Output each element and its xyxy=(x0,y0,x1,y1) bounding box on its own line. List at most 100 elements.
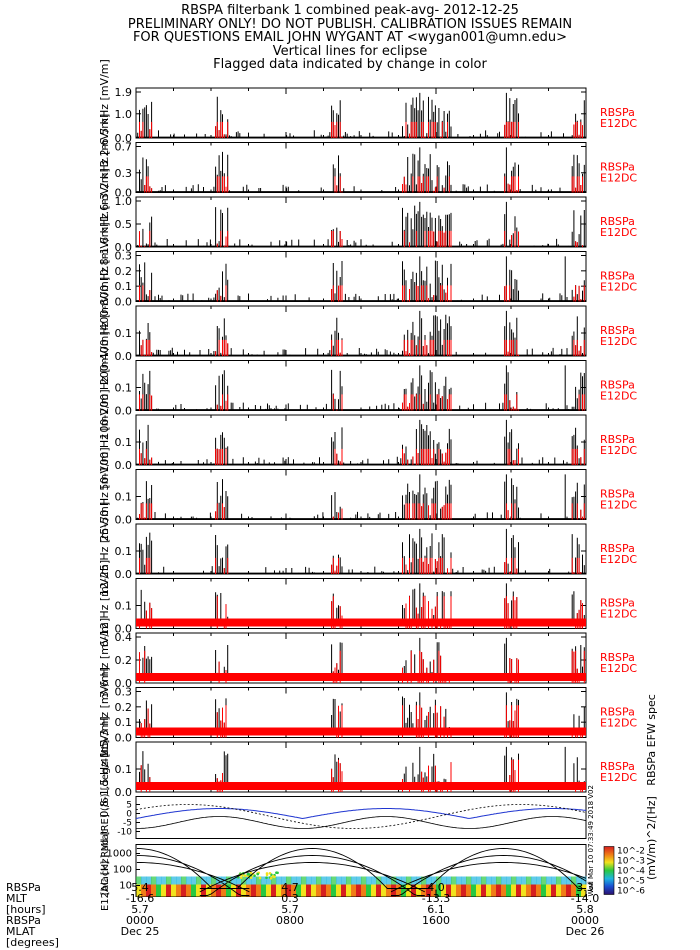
spectrogram-cell xyxy=(366,884,372,897)
spectrogram-cell xyxy=(361,884,367,897)
spectrogram-cell xyxy=(196,884,202,897)
spectrogram-cell xyxy=(486,876,492,885)
spectrogram-cell xyxy=(246,884,252,897)
orbit-tick-label: 0 xyxy=(126,810,132,820)
colorbar-tick-label: 10^-5 xyxy=(617,877,645,887)
spectrogram-cell xyxy=(411,876,417,885)
spectrogram-cell xyxy=(401,876,407,885)
y-tick-label: 0.0 xyxy=(115,132,133,145)
series-label: E12DC xyxy=(600,662,637,675)
y-tick-label: 0.3 xyxy=(115,686,133,699)
series-label: E12DC xyxy=(600,771,637,784)
spectrogram-cell xyxy=(451,884,457,897)
spectrogram-cell xyxy=(166,876,172,885)
spectrogram-cell xyxy=(261,876,267,885)
spectrogram-cell xyxy=(146,884,152,897)
spectrogram-cell xyxy=(291,884,297,897)
spectrogram-cell xyxy=(466,884,472,897)
y-tick-label: 1.9 xyxy=(115,86,133,99)
spectrogram-cell xyxy=(326,884,332,897)
spectrogram-cell xyxy=(451,876,457,885)
spectrogram-cell xyxy=(301,876,307,885)
spectrogram-cell xyxy=(551,876,557,885)
spectrogram-cell xyxy=(371,876,377,885)
spectrogram-cell xyxy=(251,876,257,885)
y-axis-label: 100-200 Hz [mV/m] xyxy=(98,331,111,439)
orbit-tick-label: -10 xyxy=(117,828,132,838)
spectrogram-cell xyxy=(531,876,537,885)
spectrogram-point xyxy=(249,871,253,875)
colorbar-tick-label: 10^-3 xyxy=(617,857,645,867)
spectrogram-cell xyxy=(281,884,287,897)
spectrogram-cell xyxy=(226,884,232,897)
spectrogram-cell xyxy=(491,876,497,885)
y-axis-label: 1.6-3.2 kHz [mV/m] xyxy=(98,114,111,222)
spectrogram-cell xyxy=(226,876,232,885)
colorbar-tick-label: 10^-6 xyxy=(617,887,645,897)
y-tick-label: 0.0 xyxy=(115,732,133,745)
spectrogram-cell xyxy=(261,884,267,897)
spectrogram-cell xyxy=(556,884,562,897)
spectrogram-point xyxy=(243,874,247,878)
spectrogram-cell xyxy=(231,876,237,885)
y-tick-label: 0.1 xyxy=(115,716,133,729)
spectrogram-cell xyxy=(581,876,587,885)
y-tick-label: 0.0 xyxy=(115,786,133,799)
flagged-trace xyxy=(139,121,583,138)
spectrogram-cell xyxy=(331,876,337,885)
spectrogram-cell xyxy=(521,876,527,885)
orbit-tick-label: -5 xyxy=(123,819,132,829)
spectrogram-cell xyxy=(551,884,557,897)
eph-label-rbspa: RBSPa xyxy=(6,881,41,894)
eph-mlt-value: -13.3 xyxy=(421,892,451,905)
spectrogram-point xyxy=(271,874,275,878)
eph-time-value: 1600 xyxy=(422,914,450,927)
spectrogram-cell xyxy=(271,876,277,885)
spectrogram-cell xyxy=(136,876,142,885)
title-block: RBSPA filterbank 1 combined peak-avg- 20… xyxy=(0,4,700,72)
series-label: RBSPa xyxy=(600,161,635,174)
spectrogram-cell xyxy=(236,876,242,885)
spectrogram-cell xyxy=(196,876,202,885)
spectrogram-point xyxy=(269,876,273,880)
spectrogram-cell xyxy=(186,876,192,885)
title-line-1: RBSPA filterbank 1 combined peak-avg- 20… xyxy=(181,3,519,18)
spectrogram-tick-label: 100 xyxy=(113,865,132,876)
spectrogram-cell xyxy=(311,876,317,885)
spectrogram-point xyxy=(265,873,269,877)
spectrogram-cell xyxy=(341,876,347,885)
series-label: E12DC xyxy=(600,226,637,239)
spectrogram-cell xyxy=(346,876,352,885)
spectrogram-cell xyxy=(296,876,302,885)
y-tick-label: 0.1 xyxy=(115,382,133,395)
y-tick-label: 0.0 xyxy=(115,405,133,418)
y-tick-label: 0.2 xyxy=(115,654,133,667)
series-label: E12DC xyxy=(600,608,637,621)
eph-l-value: 5.4 xyxy=(131,881,149,894)
spectrogram-cell xyxy=(421,884,427,897)
spectrogram-cell xyxy=(256,876,262,885)
flagged-trace xyxy=(139,557,582,574)
panel-frame xyxy=(135,360,587,411)
orbit-panel-frame xyxy=(135,796,587,839)
spectrogram-cell xyxy=(326,876,332,885)
flagged-trace xyxy=(144,176,583,193)
y-tick-label: 0.1 xyxy=(115,491,133,504)
y-tick-label: 0.0 xyxy=(115,241,133,254)
spectrogram-cell xyxy=(351,884,357,897)
series-label: E12DC xyxy=(600,717,637,730)
series-label: RBSPa xyxy=(600,270,635,283)
eph-time-value: 0000 xyxy=(126,914,154,927)
spectrogram-cell xyxy=(476,876,482,885)
flag-band xyxy=(136,673,586,681)
spectrogram-cell xyxy=(456,876,462,885)
eph-hours-value: 6.1 xyxy=(427,903,445,916)
spectrogram-cell xyxy=(316,876,322,885)
data-trace xyxy=(137,474,585,519)
series-label: RBSPa xyxy=(600,488,635,501)
spectrogram-cell xyxy=(516,884,522,897)
spectrogram-cell xyxy=(406,876,412,885)
ephemeris-column-3: 4.0 -13.3 6.1 1600 xyxy=(406,882,466,926)
y-tick-label: 1.0 xyxy=(115,195,133,208)
ephemeris-column-4: 3.3 -14.0 5.8 0000 Dec 26 xyxy=(555,882,615,937)
